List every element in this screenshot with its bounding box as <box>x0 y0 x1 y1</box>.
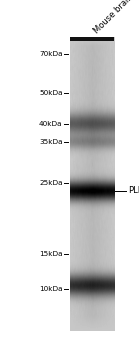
Text: 15kDa: 15kDa <box>39 251 63 257</box>
Text: PLP1: PLP1 <box>128 186 139 195</box>
Text: 70kDa: 70kDa <box>39 51 63 57</box>
Bar <box>70 37 114 41</box>
Text: Mouse brain: Mouse brain <box>92 0 135 35</box>
Text: 50kDa: 50kDa <box>39 90 63 96</box>
Text: 10kDa: 10kDa <box>39 286 63 292</box>
Text: 40kDa: 40kDa <box>39 121 63 127</box>
Text: 35kDa: 35kDa <box>39 139 63 145</box>
Text: 25kDa: 25kDa <box>39 180 63 186</box>
